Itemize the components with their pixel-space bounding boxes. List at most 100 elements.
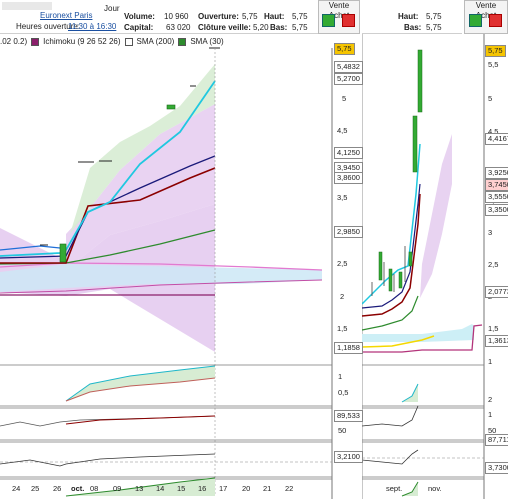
right-yellow-line bbox=[362, 335, 435, 348]
price-tag: 5,4832 bbox=[334, 61, 363, 73]
candle bbox=[408, 251, 413, 267]
date-tick: 14 bbox=[156, 484, 165, 493]
hours-value[interactable]: 11:30 à 16:30 bbox=[68, 22, 117, 31]
price-tag: 3,9250 bbox=[485, 167, 508, 179]
right-purple-cloud bbox=[420, 134, 452, 298]
sub1-tick-1: 1 bbox=[338, 372, 343, 381]
candle bbox=[378, 251, 383, 281]
sell-button-right[interactable] bbox=[489, 14, 502, 27]
price-tick: 5,5 bbox=[488, 60, 499, 69]
date-tick: 09 bbox=[113, 484, 122, 493]
low-value: 5,75 bbox=[292, 23, 308, 32]
right-green-line bbox=[362, 295, 419, 331]
sub1-line-b bbox=[65, 377, 216, 402]
trade-box-left: Vente Achat bbox=[318, 0, 360, 34]
trade-box-right: Vente Achat bbox=[464, 0, 508, 34]
price-tag: 5,75 bbox=[334, 43, 355, 55]
date-tick: 16 bbox=[198, 484, 207, 493]
left-price-chart[interactable] bbox=[0, 34, 362, 499]
right-price-chart[interactable] bbox=[362, 34, 508, 499]
indicator-legend: .02 0.2) Ichimoku (9 26 52 26) SMA (200)… bbox=[0, 36, 224, 47]
date-tick: 20 bbox=[242, 484, 251, 493]
right-blue-cloud bbox=[362, 324, 474, 342]
buy-button[interactable] bbox=[322, 14, 335, 27]
achat-label-right: Achat bbox=[475, 11, 497, 20]
price-tag: 4,4167 bbox=[485, 133, 508, 145]
date-tick: 26 bbox=[53, 484, 62, 493]
price-tick: 5 bbox=[342, 94, 347, 103]
date-tick: 21 bbox=[263, 484, 272, 493]
vente-label-right: Vente bbox=[475, 1, 497, 10]
hours-label: Heures ouverture: bbox=[16, 22, 81, 31]
navy-line bbox=[0, 155, 216, 259]
senkou-b-line bbox=[0, 279, 323, 294]
sub4-value-tag: 3,2100 bbox=[334, 451, 363, 463]
achat-label: Achat bbox=[328, 11, 350, 20]
sma30-swatch[interactable] bbox=[178, 37, 187, 46]
price-tag: 1,1858 bbox=[334, 342, 363, 354]
candle bbox=[166, 104, 176, 110]
quote-header: Euronext Paris Heures ouverture: 11:30 à… bbox=[0, 0, 360, 34]
date-tick: nov. bbox=[428, 484, 442, 493]
legend-prefix: .02 0.2) bbox=[0, 37, 28, 46]
price-tick: 2,5 bbox=[337, 259, 348, 268]
price-tag: 5,2700 bbox=[334, 73, 363, 85]
capital-value: 63 020 bbox=[166, 23, 191, 32]
right-navy-line bbox=[362, 183, 421, 309]
right-high-value: 5,75 bbox=[426, 12, 442, 21]
right-low-label: Bas: bbox=[404, 23, 422, 32]
sub1-line-a bbox=[65, 365, 216, 402]
date-tick: 24 bbox=[12, 484, 21, 493]
right-sub3-value-tag: 87,711 bbox=[485, 434, 508, 446]
sma200-swatch[interactable] bbox=[124, 37, 133, 46]
sell-button[interactable] bbox=[342, 14, 355, 27]
prev-close-label: Clôture veille: bbox=[198, 23, 251, 32]
price-tick: 1 bbox=[488, 357, 493, 366]
sub4-line bbox=[65, 477, 216, 497]
sub3-tick: 50 bbox=[338, 426, 347, 435]
price-tag: 3,7450 bbox=[485, 179, 508, 191]
market-link[interactable]: Euronext Paris bbox=[40, 11, 93, 20]
date-tick: 25 bbox=[31, 484, 40, 493]
ichimoku-swatch[interactable] bbox=[31, 37, 40, 46]
price-tag: 3,5550 bbox=[485, 191, 508, 203]
candle bbox=[59, 243, 67, 263]
right-sub1-tick-2: 1 bbox=[488, 410, 493, 419]
vente-label: Vente bbox=[328, 1, 350, 10]
date-tick: 17 bbox=[219, 484, 228, 493]
right-pink-line bbox=[362, 324, 483, 353]
candle bbox=[398, 271, 403, 289]
sub1-fill bbox=[66, 366, 215, 401]
price-tag: 1,3613 bbox=[485, 335, 508, 347]
date-tick: 08 bbox=[90, 484, 99, 493]
open-label: Ouverture: bbox=[198, 12, 239, 21]
price-tick: 1,5 bbox=[488, 324, 499, 333]
price-tag: 5,75 bbox=[485, 45, 506, 57]
right-sub3-tick: 50 bbox=[488, 426, 497, 435]
dark-red-line bbox=[0, 167, 216, 264]
sub3-line bbox=[0, 453, 216, 467]
price-tag: 4,1250 bbox=[334, 147, 363, 159]
date-tick: 22 bbox=[285, 484, 294, 493]
date-tick: 13 bbox=[135, 484, 144, 493]
price-tag: 2,9850 bbox=[334, 226, 363, 238]
sub1-tick-2: 0,5 bbox=[338, 388, 349, 397]
senkou-a-line bbox=[0, 262, 323, 271]
volume-label: Volume: bbox=[124, 12, 155, 21]
high-value: 5,75 bbox=[292, 12, 308, 21]
sub2-value-tag: 89,533 bbox=[334, 410, 363, 422]
price-tick: 5 bbox=[488, 94, 493, 103]
price-tag: 2,0773 bbox=[485, 286, 508, 298]
quote-header-right: Haut: 5,75 Bas: 5,75 bbox=[362, 0, 462, 34]
candle bbox=[412, 115, 418, 173]
price-tick: 4,5 bbox=[488, 127, 499, 136]
legend-sma30: SMA (30) bbox=[190, 37, 224, 46]
right-red-line bbox=[362, 193, 421, 317]
right-cyan-line bbox=[362, 143, 421, 305]
price-tick: 2 bbox=[340, 292, 345, 301]
ichimoku-upper-cloud bbox=[66, 104, 215, 270]
capital-label: Capital: bbox=[124, 23, 154, 32]
buy-button-right[interactable] bbox=[469, 14, 482, 27]
right-low-value: 5,75 bbox=[426, 23, 442, 32]
title-fragment: Jour bbox=[104, 4, 120, 13]
